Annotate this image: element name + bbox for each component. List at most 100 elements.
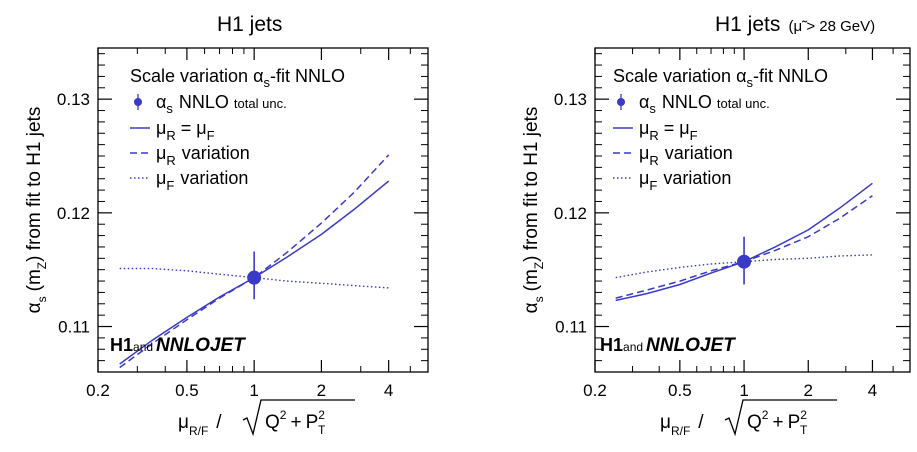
legend-entry-muf: μF variation	[639, 168, 731, 193]
fit-point-marker	[737, 254, 752, 269]
xlabel-mu: μ	[178, 412, 189, 433]
x-axis-label: μR/F /	[660, 412, 704, 438]
legend-title-sub: s	[263, 75, 270, 90]
legend-mu: μ	[639, 143, 649, 163]
xlabel-slash: /	[698, 412, 704, 433]
left-panel: H1 jets 0.2 0.5 1 2 4 0.11 0.12 0.13 Scale variat…	[24, 13, 429, 438]
legend-r-sub: R	[166, 153, 175, 168]
legend-entry-point: αs NNLO total unc.	[156, 92, 287, 116]
x-tick-label: 0.2	[86, 381, 110, 400]
legend-mu: μ	[156, 168, 166, 188]
x-tick-label: 4	[384, 381, 393, 400]
fit-point-marker	[247, 270, 262, 285]
y-axis-label: αs (mZ) from fit to H1 jets	[24, 107, 49, 314]
legend-title-suffix: -fit NNLO	[270, 66, 345, 86]
ylabel-z-sub: Z	[532, 262, 546, 269]
legend-alpha: α	[639, 92, 649, 112]
legend-f-sub: F	[166, 178, 174, 193]
ylabel-alpha-sub: s	[532, 296, 546, 302]
legend-mu: μ	[679, 118, 689, 138]
x-axis-label: μR/F /	[178, 412, 222, 438]
legend-total-unc: total unc.	[234, 96, 287, 111]
brand-h1: H1	[600, 335, 623, 355]
legend-title: Scale variation αs-fit NNLO	[613, 66, 828, 90]
chart-title: H1 jets	[217, 13, 282, 36]
xlabel-q: Q	[747, 412, 762, 433]
legend-entry-central: μR = μF	[639, 118, 698, 143]
legend-entry-muf: μF variation	[156, 168, 248, 193]
legend-mu: μ	[639, 118, 649, 138]
ylabel-z-sub: Z	[35, 262, 49, 269]
y-axis-label: αs (mZ) from fit to H1 jets	[521, 107, 546, 314]
legend-r-sub: R	[649, 128, 658, 143]
legend-f-sub: F	[207, 128, 215, 143]
legend-nnlo: NNLO	[179, 92, 229, 112]
ylabel-rest: ) from fit to H1 jets	[521, 107, 542, 262]
legend-alpha-sub: s	[166, 101, 173, 116]
legend-title-prefix: Scale variation α	[130, 66, 263, 86]
x-tick-label: 4	[868, 381, 877, 400]
xlabel-p-sup: 2	[800, 408, 807, 422]
y-tick-label: 0.12	[57, 204, 90, 223]
legend-r-sub: R	[649, 153, 658, 168]
legend-title-prefix: Scale variation α	[613, 66, 746, 86]
legend-variation: variation	[182, 143, 250, 163]
ylabel-open: (m	[24, 269, 45, 291]
xlabel-q-sup: 2	[280, 408, 287, 422]
xlabel-sub: R/F	[189, 424, 208, 438]
legend-entry-central: μR = μF	[156, 118, 215, 143]
legend-mu: μ	[196, 118, 206, 138]
x-tick-label: 2	[804, 381, 813, 400]
legend-nnlo: NNLO	[662, 92, 712, 112]
xlabel-slash: /	[216, 412, 222, 433]
legend-entry-mur: μR variation	[156, 143, 250, 168]
chart-title-suffix: (μ̃ > 28 GeV)	[784, 18, 875, 35]
xlabel-plus: +	[290, 412, 301, 433]
sqrt-sign	[724, 399, 837, 437]
legend-alpha-sub: s	[649, 101, 656, 116]
brand-nnlojet: NNLOJET	[646, 335, 736, 356]
y-tick-label: 0.13	[554, 90, 587, 109]
plot-frame	[97, 47, 429, 373]
ylabel-alpha: α	[24, 302, 45, 313]
brand-h1: H1	[110, 335, 133, 355]
legend-r-sub: R	[166, 128, 175, 143]
series-line-dotted	[119, 267, 389, 289]
legend-title-suffix: -fit NNLO	[753, 66, 828, 86]
legend-mu: μ	[156, 143, 166, 163]
xlabel-p-sub: T	[800, 423, 808, 437]
x-tick-label: 1	[249, 381, 258, 400]
x-tick-label: 0.5	[668, 381, 692, 400]
legend-variation: variation	[663, 168, 731, 188]
chart-title-text: H1 jets	[715, 13, 780, 36]
chart-title-text: H1 jets	[217, 13, 282, 36]
sqrt-sign	[242, 399, 355, 437]
xlabel-p: P	[788, 412, 801, 433]
xlabel-mu: μ	[660, 412, 671, 433]
xlabel-q-sup: 2	[762, 408, 769, 422]
legend-f-sub: F	[690, 128, 698, 143]
chart-title: H1 jets (μ̃ > 28 GeV)	[715, 13, 875, 36]
x-tick-label: 0.2	[583, 381, 607, 400]
brand-nnlojet: NNLOJET	[156, 335, 246, 356]
ylabel-alpha-sub: s	[35, 296, 49, 302]
brand-label: H1and NNLOJET	[600, 335, 736, 356]
brand-and: and	[133, 340, 153, 354]
xlabel-p: P	[306, 412, 319, 433]
legend-total-unc: total unc.	[717, 96, 770, 111]
xlabel-q: Q	[265, 412, 280, 433]
legend-mu: μ	[156, 118, 166, 138]
x-tick-label: 2	[317, 381, 326, 400]
y-tick-label: 0.11	[555, 318, 587, 337]
series-line-dashed	[119, 154, 390, 369]
legend-title-sub: s	[746, 75, 753, 90]
legend-f-sub: F	[649, 178, 657, 193]
ylabel-rest: ) from fit to H1 jets	[24, 107, 45, 262]
legend-entry-point: αs NNLO total unc.	[639, 92, 770, 116]
ylabel-alpha: α	[521, 302, 542, 313]
legend-title: Scale variation αs-fit NNLO	[130, 66, 345, 90]
legend-mu: μ	[639, 168, 649, 188]
xlabel-p-sup: 2	[318, 408, 325, 422]
plot-frame	[594, 47, 911, 373]
